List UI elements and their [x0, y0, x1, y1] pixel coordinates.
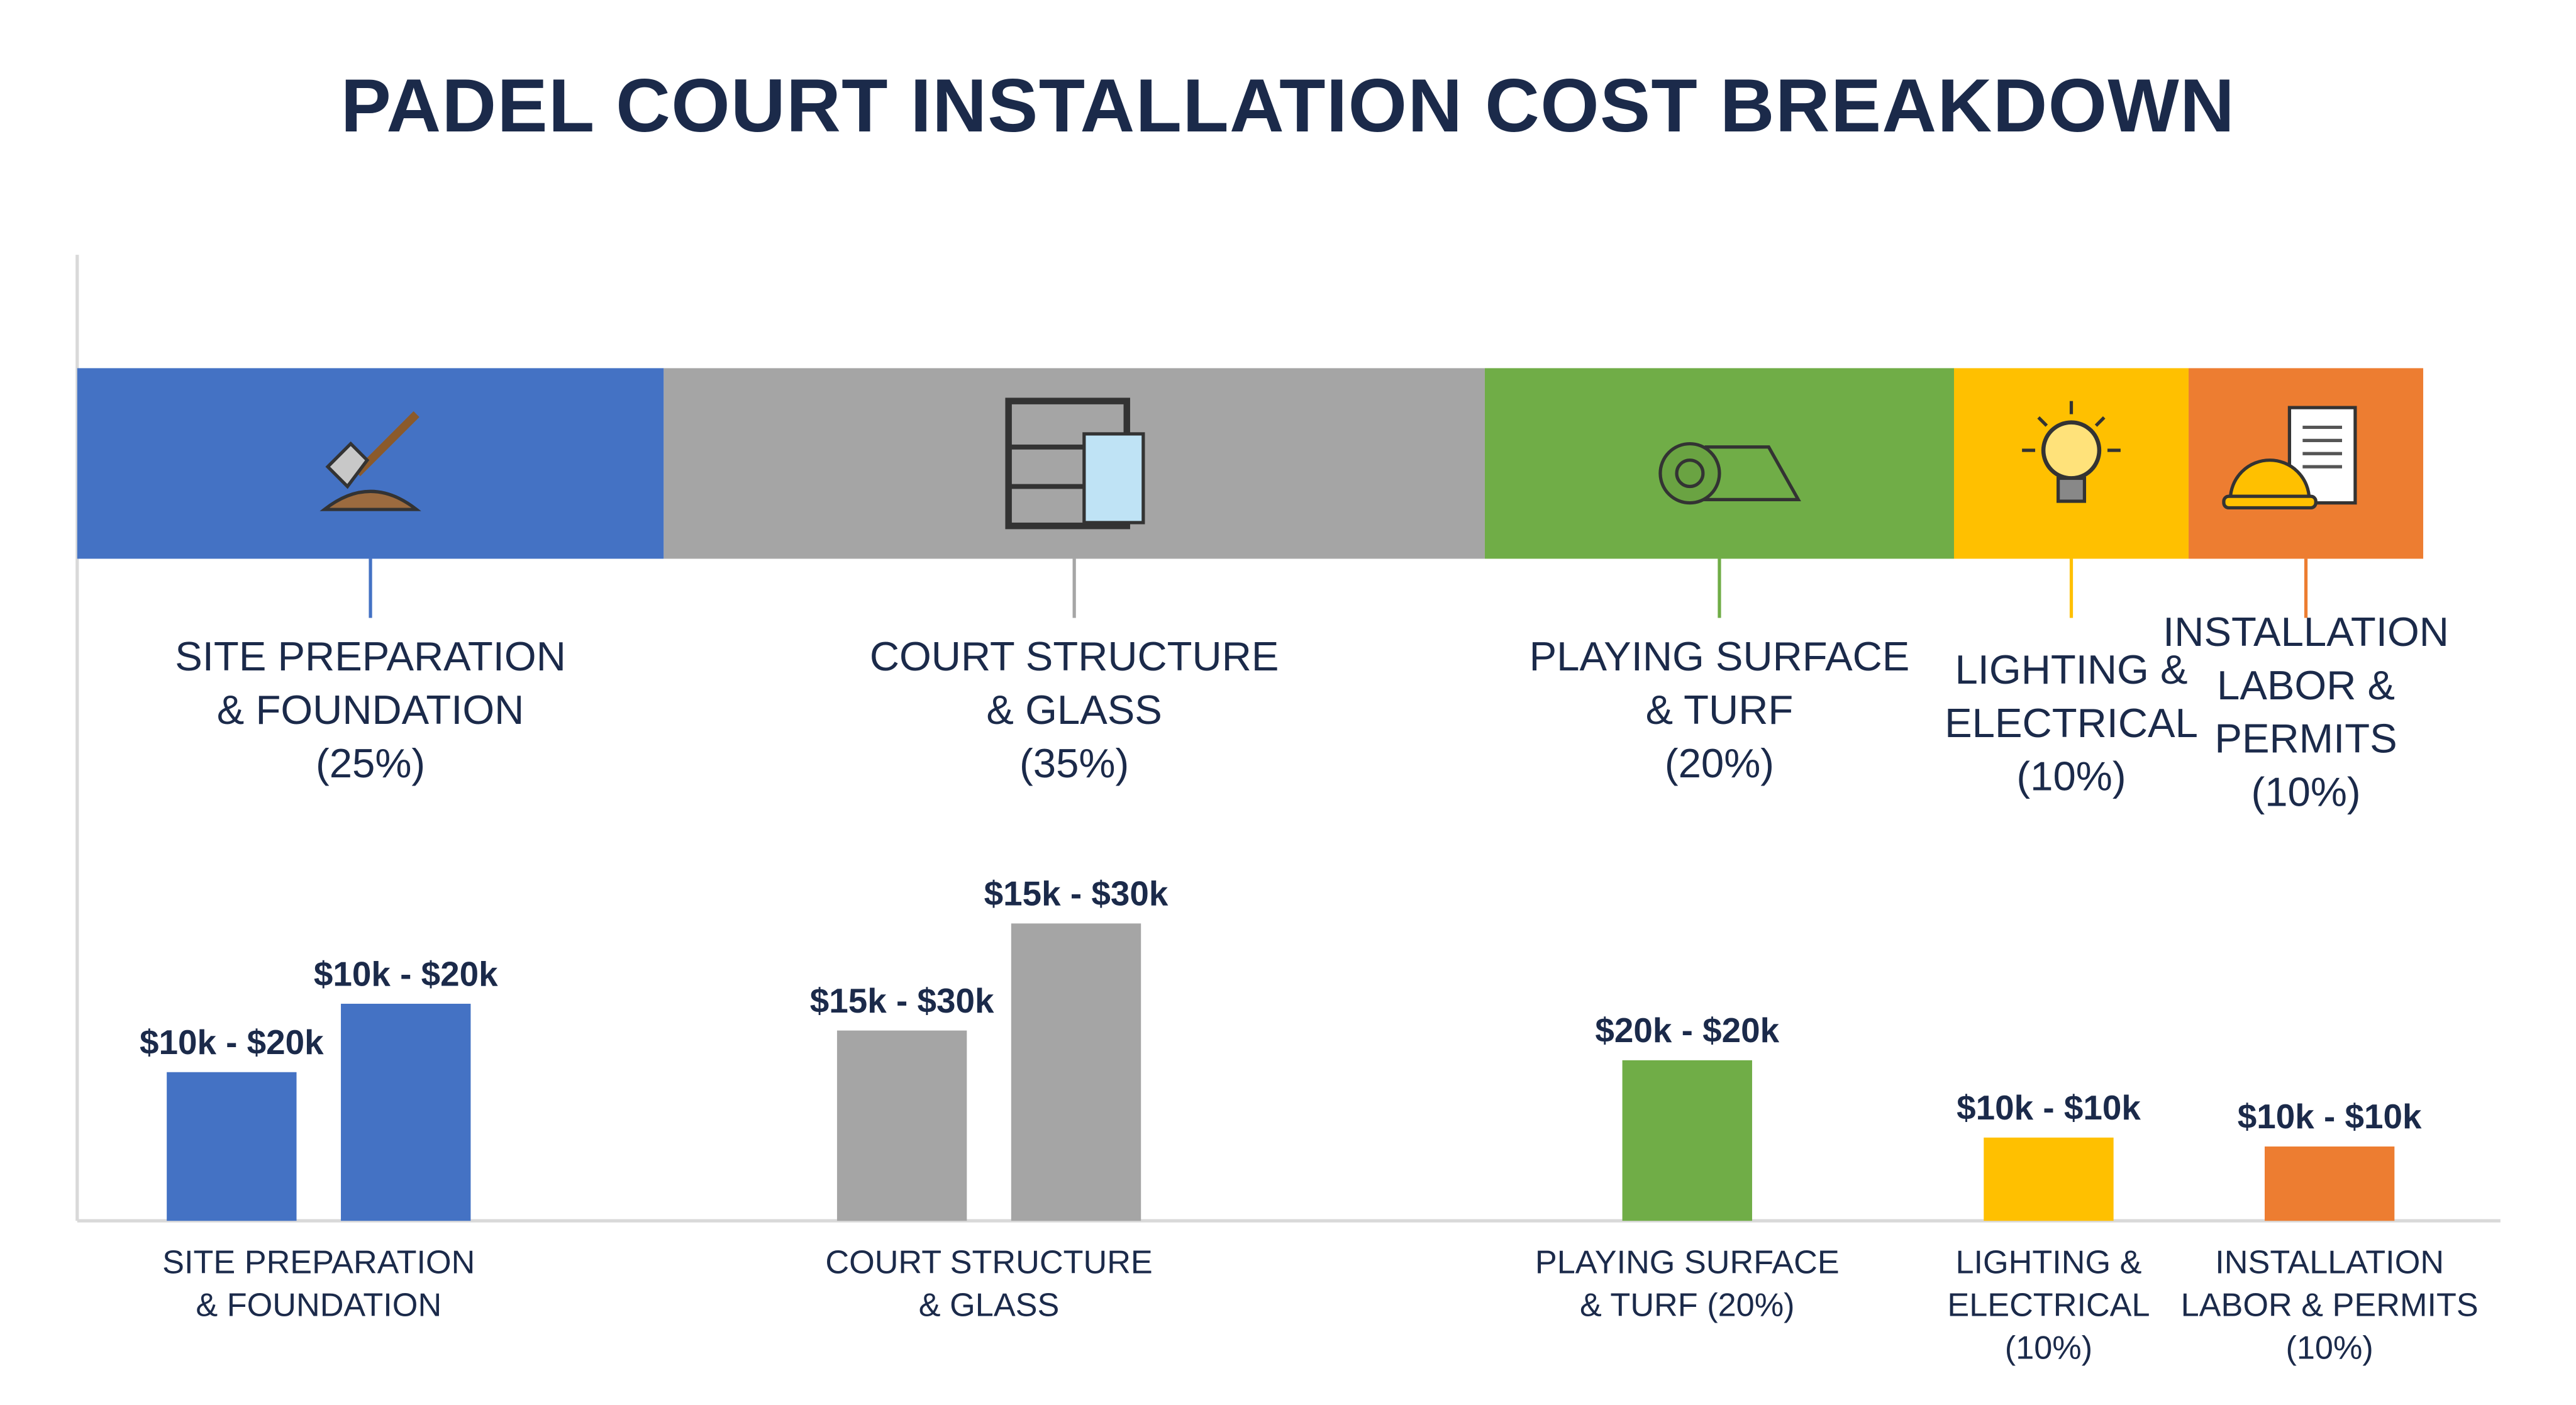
category-label: & TURF (20%): [1580, 1287, 1795, 1324]
category-label: (10%): [2285, 1330, 2373, 1367]
bar-value-label: $15k - $30k: [810, 981, 994, 1020]
bar: [1622, 1060, 1752, 1221]
turf-roll: [1658, 441, 1721, 505]
segment-label: & TURF: [1646, 687, 1794, 733]
chart-title: PADEL COURT INSTALLATION COST BREAKDOWN: [341, 64, 2235, 148]
segment-label: & GLASS: [986, 687, 1162, 733]
stacked-segment-bar: [663, 368, 1485, 559]
category-label: COURT STRUCTURE: [825, 1245, 1152, 1281]
glass-frame-icon: [1005, 397, 1145, 530]
light-ray: [2037, 416, 2048, 427]
stacked-segment: COURT STRUCTURE & GLASS (35%): [663, 368, 1485, 786]
category-group: $10k - $10k LIGHTING & ELECTRICAL (10%): [1947, 1088, 2150, 1367]
bar-value-label: $15k - $30k: [984, 874, 1169, 913]
segment-label: COURT STRUCTURE: [870, 633, 1279, 679]
category-group: $20k - $20k PLAYING SURFACE & TURF (20%): [1535, 1011, 1840, 1324]
category-label: SITE PREPARATION: [162, 1245, 475, 1281]
category-label: PLAYING SURFACE: [1535, 1245, 1840, 1281]
segment-label: LABOR &: [2217, 662, 2395, 708]
bulb: [2041, 420, 2102, 480]
segment-label: SITE PREPARATION: [175, 633, 566, 679]
category-label: (10%): [2005, 1330, 2092, 1367]
shovel-handle: [354, 411, 419, 477]
segment-label: ELECTRICAL: [1945, 700, 2198, 746]
bar-value-label: $10k - $10k: [1957, 1088, 2141, 1127]
segment-label: (20%): [1665, 740, 1774, 786]
bar-value-label: $10k - $20k: [140, 1023, 324, 1062]
bar: [341, 1004, 471, 1221]
turf-roll-icon: [1658, 441, 1801, 505]
glass-panel: [1082, 432, 1145, 525]
category-label: ELECTRICAL: [1947, 1287, 2150, 1324]
category-label: LIGHTING &: [1955, 1245, 2141, 1281]
segment-label: (10%): [2251, 769, 2360, 815]
category-label: & GLASS: [919, 1287, 1060, 1324]
category-label: LABOR & PERMITS: [2181, 1287, 2479, 1324]
category-label: INSTALLATION: [2215, 1245, 2444, 1281]
hardhat: [2228, 458, 2311, 501]
stacked-segment: LIGHTING & ELECTRICAL (10%): [1945, 368, 2198, 799]
category-group: $10k - $10k INSTALLATION LABOR & PERMITS (1…: [2181, 1097, 2479, 1366]
segment-label: (10%): [2016, 753, 2126, 799]
category-group: $15k - $30k $15k - $30k COURT STRUCTURE & G…: [810, 874, 1169, 1324]
bar-value-label: $10k - $10k: [2238, 1097, 2422, 1136]
segment-label: & FOUNDATION: [217, 687, 525, 733]
bar: [167, 1072, 297, 1221]
turf-roll-core: [1675, 458, 1705, 489]
segment-label: PERMITS: [2214, 716, 2397, 762]
segment-label: INSTALLATION: [2163, 609, 2449, 655]
hardhat-brim: [2222, 494, 2318, 510]
light-ray: [2094, 416, 2106, 427]
lightbulb-icon: [2022, 401, 2121, 503]
bar: [2264, 1146, 2395, 1221]
bar: [836, 1030, 967, 1221]
segment-label: (25%): [316, 740, 425, 786]
segment-label: (35%): [1019, 740, 1129, 786]
bar: [1011, 923, 1141, 1221]
stacked-segment: INSTALLATION LABOR & PERMITS (10%): [2163, 368, 2449, 815]
category-group: $10k - $20k $10k - $20k SITE PREPARATION & …: [140, 954, 498, 1323]
segment-label: PLAYING SURFACE: [1530, 633, 1910, 679]
stacked-segment: SITE PREPARATION & FOUNDATION (25%): [77, 368, 664, 786]
shovel-icon: [319, 411, 421, 511]
category-label: & FOUNDATION: [196, 1287, 441, 1324]
dirt-pile: [319, 489, 421, 511]
hardhat-document-icon: [2222, 406, 2357, 510]
bar-value-label: $20k - $20k: [1595, 1011, 1779, 1050]
bar: [1984, 1137, 2114, 1221]
bar-value-label: $10k - $20k: [314, 954, 498, 993]
segment-label: LIGHTING &: [1955, 647, 2187, 692]
shovel-blade: [325, 441, 370, 489]
bulb-base: [2057, 476, 2087, 503]
stacked-segment: PLAYING SURFACE & TURF (20%): [1484, 368, 1955, 786]
